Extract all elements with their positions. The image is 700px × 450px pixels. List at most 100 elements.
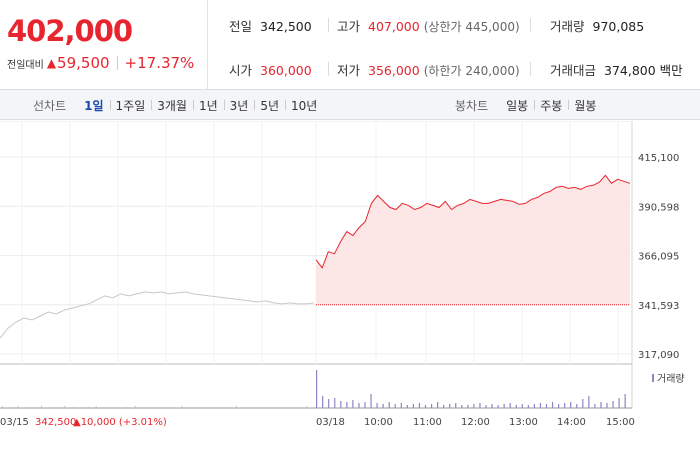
volume-bar: [243, 407, 245, 408]
period-tab-1d[interactable]: 1일: [84, 98, 104, 113]
prev-day-summary: 342,500: [35, 417, 76, 428]
volume-bar: [443, 405, 445, 408]
stat-divider: [328, 18, 329, 32]
y-tick-label: 341,593: [638, 301, 679, 312]
volume-bar: [418, 403, 421, 408]
volume-bar: [334, 398, 336, 408]
x-tick-label: 14:00: [557, 417, 586, 428]
candle-tab-weekly[interactable]: 주봉: [534, 97, 568, 114]
volume-bar: [236, 406, 237, 408]
volume-bar: [509, 403, 511, 408]
y-axis-labels: 415,100 390,598 366,095 341,593 317,090: [638, 153, 679, 361]
volume-bar: [95, 406, 97, 408]
volume-bar: [228, 407, 230, 408]
volume-bar: [564, 403, 566, 408]
period-tab-1w[interactable]: 1주일: [109, 97, 152, 114]
volume-bar: [158, 407, 159, 408]
candle-chart-title: 봉차트: [455, 98, 489, 113]
volume-bar: [275, 407, 276, 408]
volume-bar: [41, 406, 42, 408]
volume-bar: [455, 403, 457, 408]
volume-bar: [406, 405, 408, 408]
x-tick-label: 10:00: [364, 417, 393, 428]
period-tab-5y[interactable]: 5년: [254, 97, 285, 114]
volume-bar: [33, 407, 35, 408]
period-tab-1y[interactable]: 1년: [192, 97, 224, 114]
volume-bar: [80, 407, 81, 408]
volume-bar: [2, 406, 3, 408]
current-price: 402,000: [7, 14, 133, 48]
volume-bar: [316, 370, 318, 408]
y-tick-label: 317,090: [638, 350, 679, 361]
volume-bar: [181, 406, 183, 408]
price-box: 402,000 전일대비 ▲ 59,500 +17.37%: [0, 0, 208, 90]
stat-label: 거래대금: [550, 63, 597, 78]
volume-bar: [576, 404, 578, 408]
volume-bar: [87, 407, 89, 408]
volume-bar: [340, 401, 342, 408]
volume-bar: [56, 407, 58, 408]
period-tab-3m[interactable]: 3개월: [151, 97, 193, 114]
volume-bar: [473, 404, 475, 408]
stat-divider: [328, 62, 329, 76]
volume-bar: [72, 407, 74, 408]
y-tick-label: 415,100: [638, 153, 679, 164]
prev-day-line: [0, 291, 315, 339]
candle-tab-daily[interactable]: 일봉: [506, 98, 529, 113]
volume-bar: [370, 394, 372, 408]
volume-bar: [306, 406, 308, 408]
stat-value: 407,000: [368, 19, 420, 34]
volume-bar: [588, 396, 590, 408]
stat-value: 374,800 백만: [604, 63, 683, 78]
volume-bar: [165, 407, 167, 408]
volume-legend-swatch: [652, 374, 654, 382]
volume-bar: [173, 407, 175, 408]
volume-bar: [64, 406, 66, 408]
volume-bar: [290, 407, 292, 408]
stat-volume: 거래량 970,085: [550, 16, 644, 35]
volume-bar: [515, 405, 517, 408]
volume-bar: [539, 403, 542, 408]
volume-legend: 거래량: [657, 373, 685, 385]
stat-label: 거래량: [550, 19, 585, 34]
candle-chart-periods: 봉차트 일봉 주봉 월봉: [455, 90, 602, 120]
y-tick-label: 366,095: [638, 252, 679, 263]
period-tab-3y[interactable]: 3년: [223, 97, 255, 114]
x-tick-label: 11:00: [413, 417, 442, 428]
stat-label: 전일: [229, 19, 253, 34]
volume-bar: [570, 402, 572, 408]
volume-bar: [25, 407, 27, 408]
volume-bar: [497, 405, 499, 408]
y-tick-label: 390,598: [638, 202, 679, 213]
volume-bar: [103, 407, 105, 408]
volume-bar: [119, 407, 120, 408]
volume-bar: [521, 404, 523, 408]
stat-sub: (상한가 445,000): [423, 20, 520, 34]
volume-bar: [503, 404, 505, 408]
volume-bar: [533, 404, 535, 408]
volume-bar: [551, 402, 554, 408]
volume-bar: [328, 399, 330, 408]
stat-label: 고가: [337, 19, 361, 34]
volume-bar: [400, 403, 402, 408]
volume-bar: [618, 398, 620, 408]
stat-value: 342,500: [260, 19, 312, 34]
candle-tab-monthly[interactable]: 월봉: [568, 97, 602, 114]
volume-bar: [346, 402, 348, 408]
volume-bar: [358, 403, 360, 408]
period-tab-10y[interactable]: 10년: [285, 97, 323, 114]
volume-bar: [134, 406, 136, 408]
quote-summary: 402,000 전일대비 ▲ 59,500 +17.37% 전일 342,500…: [0, 0, 700, 90]
volume-bar: [322, 396, 324, 408]
stat-sub: (하한가 240,000): [423, 64, 520, 78]
stat-value: 360,000: [260, 63, 312, 78]
volume-bar: [204, 407, 206, 408]
volume-bar: [388, 402, 390, 408]
volume-bar: [467, 405, 469, 408]
volume-bar: [606, 403, 608, 408]
today-date-label: 03/18: [316, 417, 345, 428]
x-tick-label: 13:00: [509, 417, 538, 428]
volume-bar: [394, 404, 396, 408]
volume-bar: [364, 402, 366, 408]
stat-label: 시가: [229, 63, 253, 78]
